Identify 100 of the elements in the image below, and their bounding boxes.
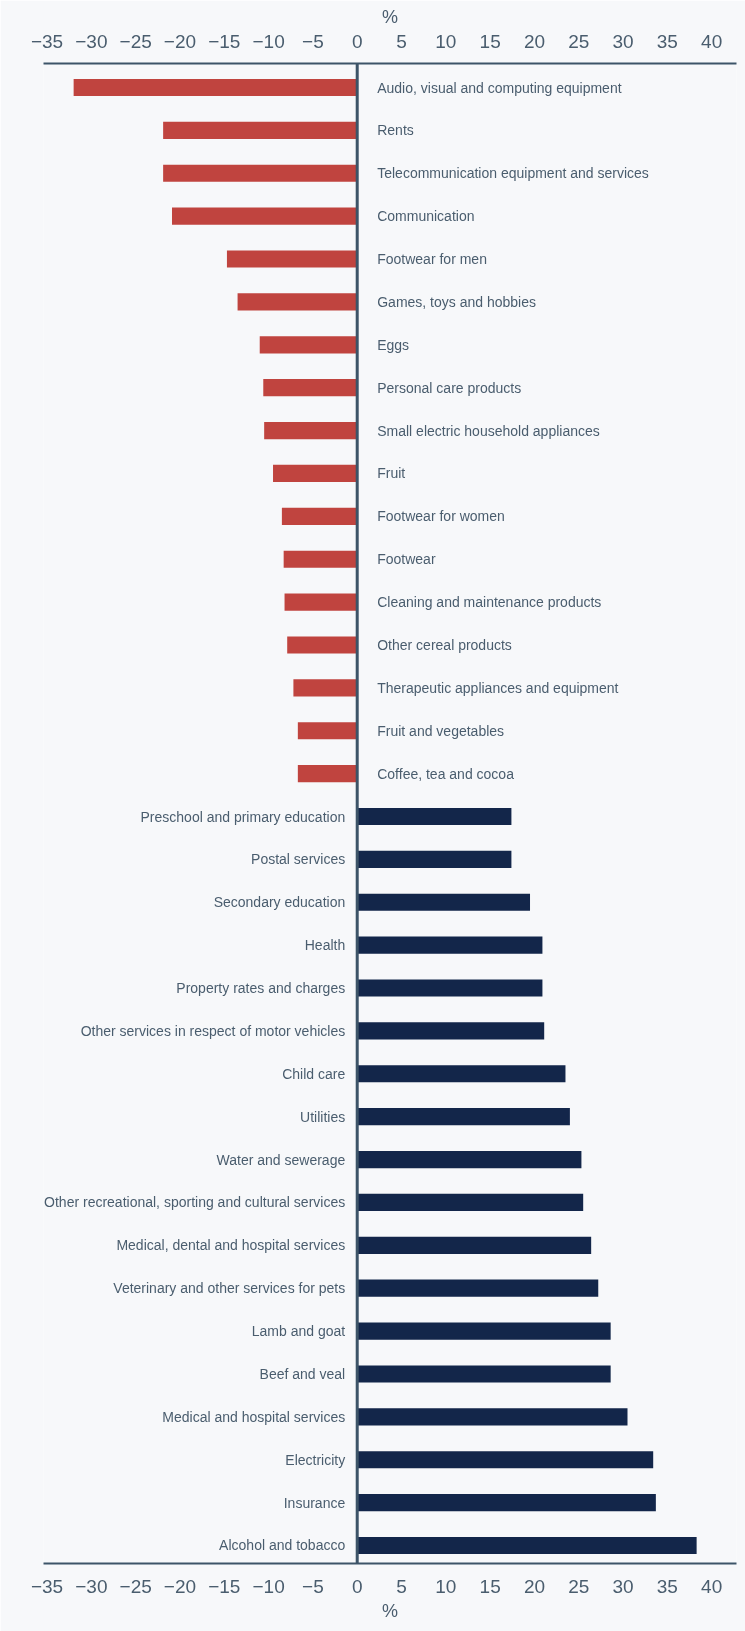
y-tick-label: Fruit and vegetables <box>377 722 505 739</box>
y-tick-label: Telecommunication equipment and services <box>377 165 649 182</box>
x-tick-label: −35 <box>30 1575 64 1597</box>
x-tick-label: 35 <box>656 1575 678 1597</box>
bar <box>357 1536 697 1555</box>
x2-tick-label: 10 <box>435 30 457 52</box>
x2-tick-label: −30 <box>75 30 108 52</box>
bar <box>284 593 358 611</box>
bar <box>357 1236 592 1254</box>
x2-tick-label: −35 <box>30 30 64 52</box>
y-tick-label: Property rates and charges <box>176 980 346 997</box>
bar <box>237 293 358 311</box>
y-tick-label: Medical and hospital services <box>162 1408 346 1425</box>
y-tick-label: Footwear for men <box>377 251 487 268</box>
x-tick-label: −30 <box>75 1575 108 1597</box>
x-axis-title: % <box>382 1600 399 1621</box>
x2-tick-label: −20 <box>163 30 197 52</box>
y-tick-label: Lamb and goat <box>251 1323 346 1340</box>
y-tick-label: Small electric household appliances <box>377 422 600 439</box>
x-tick-label: −20 <box>163 1575 197 1597</box>
y-tick-label: Electricity <box>285 1451 346 1468</box>
x-tick-label: −5 <box>302 1575 324 1597</box>
x-tick-label: 5 <box>396 1575 407 1597</box>
y-tick-label: Secondary education <box>213 894 346 911</box>
x-tick-label: 10 <box>435 1575 457 1597</box>
bar <box>281 507 358 525</box>
bar <box>357 893 531 911</box>
bar <box>357 1279 599 1297</box>
bar <box>283 550 358 568</box>
x-tick-label: −25 <box>119 1575 152 1597</box>
x2-tick-label: 15 <box>479 30 501 52</box>
y-tick-label: Water and sewerage <box>216 1151 346 1168</box>
x2-tick-label: −10 <box>252 30 285 52</box>
x-tick-label: 30 <box>612 1575 634 1597</box>
y-tick-label: Other cereal products <box>377 636 512 653</box>
bar <box>259 336 358 354</box>
y-tick-label: Beef and veal <box>259 1365 346 1382</box>
y-tick-label: Games, toys and hobbies <box>377 293 536 310</box>
bar <box>357 850 512 868</box>
x2-tick-label: 35 <box>656 30 678 52</box>
y-tick-label: Coffee, tea and cocoa <box>377 765 515 782</box>
y-tick-label: Personal care products <box>377 379 522 396</box>
bar <box>357 807 512 826</box>
bar <box>357 979 543 997</box>
y-tick-label: Alcohol and tobacco <box>219 1537 346 1554</box>
y-tick-label: Communication <box>377 208 475 225</box>
y-tick-label: Other services in respect of motor vehicles <box>80 1022 346 1039</box>
y-tick-label: Postal services <box>251 851 346 868</box>
x2-tick-label: −5 <box>302 30 324 52</box>
y-tick-label: Child care <box>282 1065 346 1082</box>
y-tick-label: Preschool and primary education <box>140 808 346 825</box>
y-tick-label: Veterinary and other services for pets <box>113 1280 346 1297</box>
y-tick-label: Footwear <box>377 551 436 568</box>
bar <box>357 1494 656 1512</box>
x-tick-label: 15 <box>479 1575 501 1597</box>
bar <box>293 679 358 697</box>
y-tick-label: Insurance <box>283 1494 346 1511</box>
x2-tick-label: −15 <box>208 30 241 52</box>
y-tick-label: Audio, visual and computing equipment <box>377 79 622 96</box>
x2-tick-label: 5 <box>396 30 407 52</box>
bar <box>357 1365 611 1383</box>
x2-tick-label: 25 <box>568 30 590 52</box>
bar <box>263 379 358 397</box>
x-tick-label: 20 <box>523 1575 546 1597</box>
y-tick-label: Therapeutic appliances and equipment <box>377 679 619 696</box>
x-tick-label: 40 <box>701 1575 723 1597</box>
bar <box>264 421 358 440</box>
x2-tick-label: 40 <box>701 30 723 52</box>
bar <box>357 1451 654 1469</box>
y-tick-label: Medical, dental and hospital services <box>116 1237 346 1254</box>
y-tick-label: Footwear for women <box>377 508 505 525</box>
y-tick-label: Utilities <box>300 1108 346 1125</box>
bar <box>357 1150 582 1169</box>
bar <box>73 78 358 97</box>
bar <box>163 164 358 182</box>
x-tick-label: 0 <box>351 1575 363 1597</box>
y-tick-label: Health <box>304 937 346 954</box>
x2-axis-title: % <box>382 6 399 27</box>
y-tick-label: Eggs <box>377 336 410 353</box>
y-tick-label: Rents <box>377 122 414 139</box>
y-tick-label: Other recreational, sporting and cultural services <box>44 1194 346 1211</box>
x-tick-label: 25 <box>568 1575 590 1597</box>
bar <box>357 1022 545 1040</box>
x-tick-label: −10 <box>252 1575 285 1597</box>
bar <box>357 1065 566 1083</box>
bar <box>357 1408 628 1426</box>
x2-tick-label: −25 <box>119 30 152 52</box>
x-tick-label: −15 <box>208 1575 241 1597</box>
x2-tick-label: 20 <box>523 30 546 52</box>
bar <box>357 936 543 954</box>
bar <box>287 636 358 654</box>
bar <box>297 722 358 740</box>
y-tick-label: Fruit <box>377 465 406 482</box>
bar <box>357 1322 611 1340</box>
bar <box>273 464 358 483</box>
bar <box>226 250 358 268</box>
x2-tick-label: 0 <box>351 30 363 52</box>
bar <box>163 121 358 139</box>
bar <box>357 1108 570 1126</box>
y-tick-label: Cleaning and maintenance products <box>377 594 602 611</box>
